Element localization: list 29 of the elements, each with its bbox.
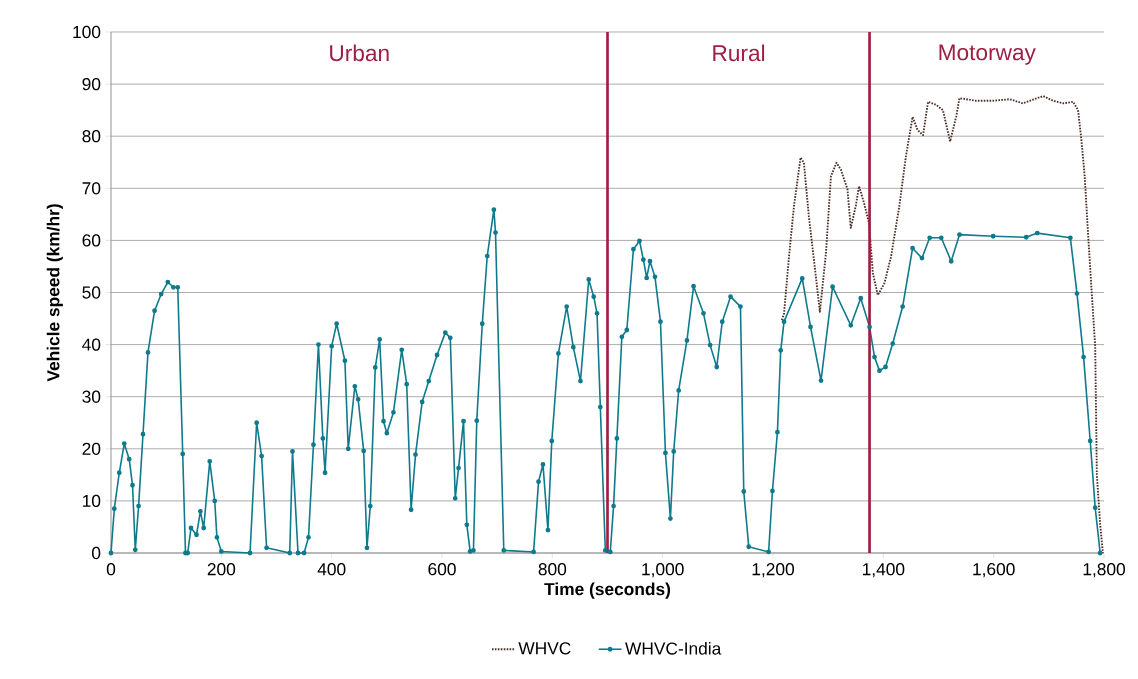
line-series — [780, 95, 1104, 554]
annotation: Rural — [713, 44, 765, 62]
x-tick-label: 600 — [428, 563, 456, 576]
x-tick-label: 1,600 — [973, 563, 1015, 578]
y-tick-label: 30 — [82, 390, 101, 403]
x-tick-label: 400 — [317, 563, 346, 576]
y-tick-label: 90 — [82, 77, 101, 91]
y-axis-title: Vehicle speed (km/hr) — [46, 204, 63, 382]
y-tick-label: 100 — [73, 25, 101, 39]
x-tick-label: 1,000 — [642, 563, 684, 578]
x-tick-label: 0 — [106, 563, 116, 576]
x-axis-title: Time (seconds) — [544, 582, 671, 599]
x-tick-label: 1,400 — [862, 563, 905, 578]
y-tick-label: 10 — [83, 494, 101, 508]
y-tick-label: 0 — [91, 546, 101, 560]
x-tick-label: 1,200 — [752, 563, 795, 578]
y-tick-label: 60 — [82, 234, 101, 247]
y-tick-label: 70 — [82, 182, 101, 195]
legend-label: WHVC-India — [625, 641, 722, 655]
annotation: Motorway — [939, 44, 1036, 65]
annotation: Urban — [330, 44, 389, 62]
x-tick-label: 1,800 — [1083, 563, 1126, 578]
y-tick-label: 40 — [82, 338, 101, 351]
y-tick-label: 20 — [82, 442, 101, 455]
y-tick-label: 50 — [82, 286, 101, 299]
legend-label: WHVC — [518, 642, 571, 655]
y-tick-label: 80 — [82, 130, 101, 143]
x-tick-label: 200 — [207, 563, 236, 576]
x-tick-label: 800 — [538, 563, 567, 576]
